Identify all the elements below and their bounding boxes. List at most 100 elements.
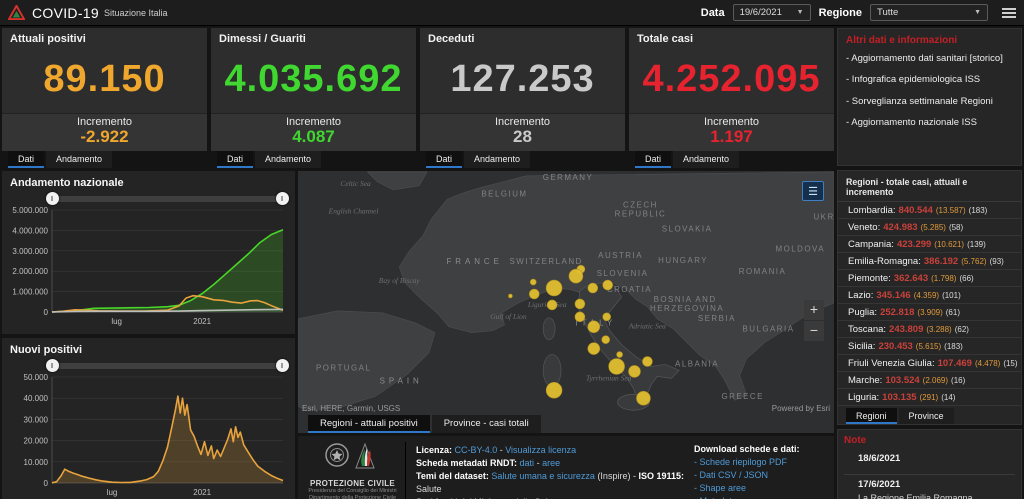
region-row[interactable]: Sicilia: 230.453 (5.615) (183) [838, 338, 1021, 355]
menu-icon[interactable] [1002, 7, 1016, 18]
sep: - [534, 458, 543, 469]
region-bubble[interactable] [574, 298, 586, 310]
region-bubble[interactable] [636, 390, 651, 406]
download-link[interactable]: - Metadata [694, 496, 826, 499]
rndt-aree-link[interactable]: aree [542, 458, 561, 469]
region-bubble[interactable] [628, 365, 641, 378]
region-row[interactable]: Liguria: 103.135 (291) (14) [838, 389, 1021, 406]
increment-value: -2.922 [80, 127, 129, 147]
zoom-out-button[interactable]: − [804, 321, 824, 341]
region-row[interactable]: Lazio: 345.146 (4.359) (101) [838, 287, 1021, 304]
tab-province[interactable]: Province [898, 408, 954, 424]
range-slider-handle-left[interactable] [46, 192, 59, 205]
region-row[interactable]: Emilia-Romagna: 386.192 (5.762) (93) [838, 253, 1021, 270]
region-bubble[interactable] [545, 382, 563, 399]
temi-label: Temi del dataset: [416, 471, 489, 482]
region-row[interactable]: Piemonte: 362.643 (1.798) (66) [838, 270, 1021, 287]
slider-track[interactable] [52, 363, 283, 369]
andamento-nazionale-chart[interactable]: 0 1.000.000 2.000.000 3.000.000 4.000.000 5.0… [8, 205, 291, 327]
region-bubble[interactable] [529, 278, 537, 286]
region-bubble[interactable] [602, 279, 613, 291]
region-bubble[interactable] [587, 342, 601, 355]
increment-label: Incremento [285, 116, 342, 129]
stat-card-value: 4.035.692 [224, 57, 403, 100]
region-bubble[interactable] [545, 279, 563, 297]
altri-dati-link[interactable]: - Sorveglianza settimanale Regioni [846, 95, 993, 107]
region-row[interactable]: Campania: 423.299 (10.621) (139) [838, 236, 1021, 253]
chevron-down-icon: ▼ [974, 9, 981, 16]
region-bubble[interactable] [574, 311, 586, 323]
region-total-cases: 252.818 [880, 306, 915, 318]
region-bubble[interactable] [587, 282, 599, 294]
layer-list-icon[interactable]: ☰ [802, 181, 824, 201]
card-tabs: Dati Andamento [629, 151, 834, 168]
region-total-cases: 345.146 [876, 289, 911, 301]
data-label: Data [700, 6, 725, 19]
altri-dati-link[interactable]: - Aggiornamento dati sanitari [storico] [846, 53, 1003, 64]
range-slider-handle-right[interactable] [276, 359, 289, 372]
download-link[interactable]: - Dati CSV / JSON [694, 470, 769, 480]
region-bubble[interactable] [642, 356, 653, 367]
tab-regioni-attuali-positivi[interactable]: Regioni - attuali positivi [308, 415, 430, 433]
zoom-in-button[interactable]: + [804, 300, 824, 320]
tab-dati[interactable]: Dati [635, 151, 672, 168]
licenza-link[interactable]: CC-BY-4.0 [454, 445, 498, 455]
salute-umana-link[interactable]: Salute umana e sicurezza [491, 471, 595, 482]
map-place-label: SLOVAKIA [662, 224, 713, 233]
region-bubble[interactable] [508, 293, 513, 299]
download-link[interactable]: - Shape aree [694, 483, 747, 493]
region-total-cases: 107.469 [937, 357, 972, 369]
region-bubble[interactable] [602, 312, 611, 322]
region-row[interactable]: Lombardia: 840.544 (13.587) (183) [838, 202, 1021, 219]
altri-dati-link[interactable]: - Aggiornamento nazionale ISS [846, 117, 977, 129]
slider-track[interactable] [52, 196, 283, 202]
svg-text:40.000: 40.000 [24, 394, 49, 403]
region-bubble[interactable] [608, 358, 625, 375]
logo-sub2: Dipartimento della Protezione Civile [308, 494, 397, 499]
altri-dati-link[interactable]: - Infografica epidemiologica ISS [846, 74, 981, 86]
tab-province-casi-totali[interactable]: Province - casi totali [431, 415, 541, 433]
tab-dati[interactable]: Dati [217, 151, 254, 168]
increment-label: Incremento [76, 116, 133, 129]
tab-dati[interactable]: Dati [8, 151, 45, 168]
region-current-positives: (5.285) [920, 222, 946, 232]
range-slider-handle-left[interactable] [46, 359, 59, 372]
nuovi-positivi-chart[interactable]: 0 10.000 20.000 30.000 40.000 50.000 lug 2021 [8, 372, 291, 498]
rndt-dati-link[interactable]: dati [519, 458, 535, 469]
tab-regioni[interactable]: Regioni [846, 408, 897, 424]
region-bubble[interactable] [546, 299, 558, 311]
stat-card-title: Dimessi / Guariti [219, 33, 306, 45]
tab-andamento[interactable]: Andamento [673, 151, 740, 168]
italy-map[interactable]: Celtic Sea English Channel Bay of Biscay Gu… [297, 171, 835, 415]
data-select[interactable]: 19/6/2021 ▼ [732, 4, 811, 21]
region-row[interactable]: Veneto: 424.983 (5.285) (58) [838, 219, 1021, 236]
note-text: La Regione Emilia Romagna comunica che s… [858, 493, 973, 499]
increment-value: 1.197 [710, 127, 753, 147]
region-bubble[interactable] [568, 268, 584, 284]
tab-andamento[interactable]: Andamento [255, 151, 322, 168]
region-bubble[interactable] [601, 335, 610, 344]
download-link[interactable]: - Schede riepilogo PDF [694, 457, 788, 467]
range-slider-handle-right[interactable] [276, 192, 289, 205]
svg-text:lug: lug [107, 488, 118, 497]
tab-andamento[interactable]: Andamento [46, 151, 113, 168]
tab-dati[interactable]: Dati [426, 151, 463, 168]
region-current-positives: (13.587) [935, 205, 966, 215]
powered-by-esri: Powered by Esri [771, 404, 830, 413]
tab-andamento[interactable]: Andamento [464, 151, 531, 168]
regione-select[interactable]: Tutte ▼ [870, 4, 988, 21]
svg-text:1.000.000: 1.000.000 [12, 288, 48, 297]
region-row[interactable]: Toscana: 243.809 (3.288) (62) [838, 321, 1021, 338]
stat-card-panel: Totale casi 4.252.095 Incremento 1.197 [629, 28, 834, 151]
visualizza-licenza-link[interactable]: Visualizza licenza [505, 445, 577, 455]
region-current-positives: (1.798) [931, 273, 957, 283]
note-title: Note [844, 435, 867, 446]
region-row[interactable]: Puglia: 252.818 (3.909) (61) [838, 304, 1021, 321]
sidebar: Altri dati e informazioni - Aggiornament… [837, 28, 1022, 499]
region-row[interactable]: Friuli Venezia Giulia: 107.469 (4.478) (… [838, 355, 1021, 372]
region-row[interactable]: Marche: 103.524 (2.069) (16) [838, 372, 1021, 389]
region-total-cases: 103.135 [882, 391, 917, 403]
region-bubble[interactable] [528, 288, 540, 300]
region-bubble[interactable] [616, 351, 623, 358]
region-bubble[interactable] [587, 320, 601, 334]
